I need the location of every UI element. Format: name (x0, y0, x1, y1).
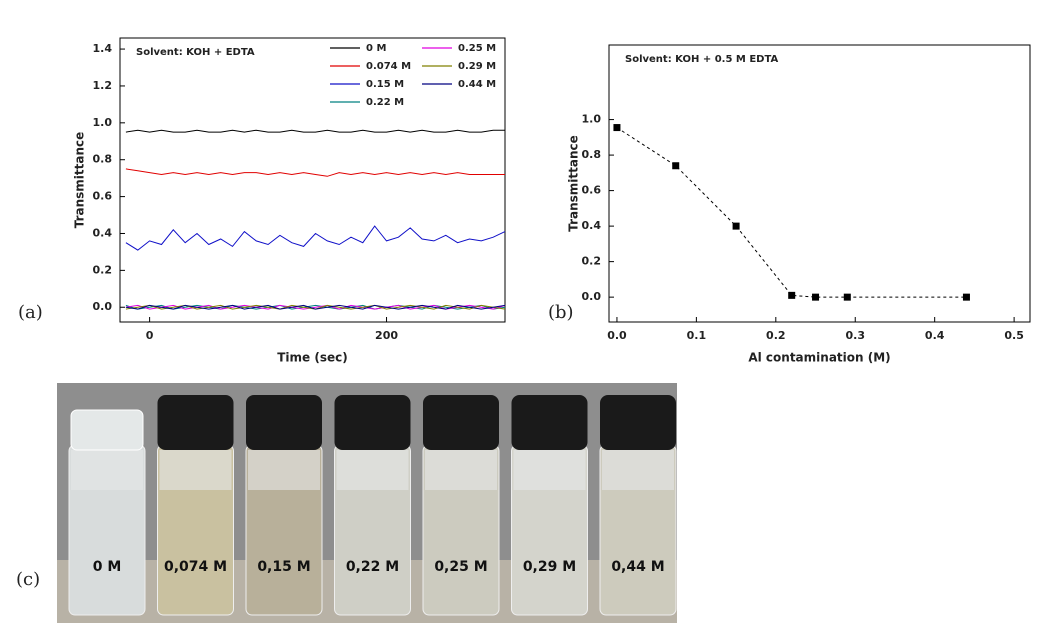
photo-label: 0 M (93, 559, 122, 575)
vial-liquid-top (513, 450, 586, 490)
annotation: Solvent: KOH + EDTA (136, 47, 255, 58)
y-tick-label: 0.4 (582, 219, 602, 232)
y-tick-label: 0.6 (582, 184, 602, 197)
photo-label: 0,29 M (523, 559, 576, 575)
series-line (616, 127, 967, 298)
series-line (125, 225, 506, 251)
vial-cap (600, 395, 676, 450)
photo-label: 0,44 M (611, 559, 664, 575)
vial-cap (423, 395, 499, 450)
y-tick-label: 1.0 (582, 113, 602, 126)
vial-cap (246, 395, 322, 450)
panel-label: (a) (18, 302, 43, 323)
legend-label: 0.22 M (366, 97, 404, 108)
vial-liquid-top (248, 450, 320, 490)
x-tick-label: 0.5 (1004, 329, 1024, 342)
photo-label: 0,25 M (434, 559, 487, 575)
vial-liquid-top (425, 450, 497, 490)
y-tick-label: 1.4 (93, 42, 113, 55)
y-tick-label: 0.0 (582, 290, 602, 303)
legend-label: 0.15 M (366, 79, 404, 90)
y-tick-label: 0.6 (93, 190, 113, 203)
plot-frame (119, 37, 506, 323)
y-tick-label: 0.0 (93, 300, 113, 313)
legend-label: 0 M (366, 43, 386, 54)
legend-label: 0.29 M (458, 61, 496, 72)
vial-liquid-top (159, 450, 232, 490)
y-tick-label: 0.4 (93, 226, 113, 239)
data-point (843, 293, 851, 301)
x-tick-label: 0.2 (766, 329, 786, 342)
series-line (125, 304, 506, 310)
y-axis-title: Transmittance (73, 132, 87, 229)
vial-cap (157, 395, 234, 450)
x-tick-label: 0.4 (925, 329, 945, 342)
data-point (962, 293, 970, 301)
x-tick-label: 0 (146, 329, 154, 342)
x-tick-label: 200 (375, 329, 398, 342)
data-point (672, 162, 680, 170)
panel-label: (c) (16, 569, 40, 590)
panel-label: (b) (548, 302, 574, 323)
vial-liquid-top (71, 450, 143, 490)
vial-liquid-top (336, 450, 409, 490)
x-axis-title: Al contamination (M) (748, 351, 890, 365)
vial-neck (70, 409, 144, 451)
data-point (788, 291, 796, 299)
series-line (125, 129, 505, 133)
y-tick-label: 0.8 (93, 153, 113, 166)
legend-label: 0.44 M (458, 79, 496, 90)
y-tick-label: 1.0 (93, 116, 113, 129)
y-tick-label: 1.2 (93, 79, 113, 92)
y-tick-label: 0.2 (93, 263, 113, 276)
x-tick-label: 0.1 (687, 329, 707, 342)
vials (68, 395, 677, 616)
photo-label: 0,074 M (164, 559, 227, 575)
y-tick-label: 0.2 (582, 255, 602, 268)
y-axis-title: Transmittance (567, 135, 581, 232)
annotation: Solvent: KOH + 0.5 M EDTA (625, 54, 778, 65)
photo-label: 0,15 M (257, 559, 310, 575)
x-axis-title: Time (sec) (277, 351, 347, 365)
vial-cap (511, 395, 588, 450)
legend-label: 0.25 M (458, 43, 496, 54)
series-line (125, 168, 505, 177)
data-point (812, 293, 820, 301)
data-point (613, 124, 621, 132)
photo-label: 0,22 M (346, 559, 399, 575)
x-tick-label: 0.0 (607, 329, 627, 342)
y-tick-label: 0.8 (582, 148, 602, 161)
legend-label: 0.074 M (366, 61, 411, 72)
vial-liquid-top (602, 450, 674, 490)
plot-frame (608, 44, 1031, 323)
data-point (732, 222, 740, 230)
vial-cap (334, 395, 411, 450)
x-tick-label: 0.3 (845, 329, 865, 342)
series-line (125, 304, 506, 310)
